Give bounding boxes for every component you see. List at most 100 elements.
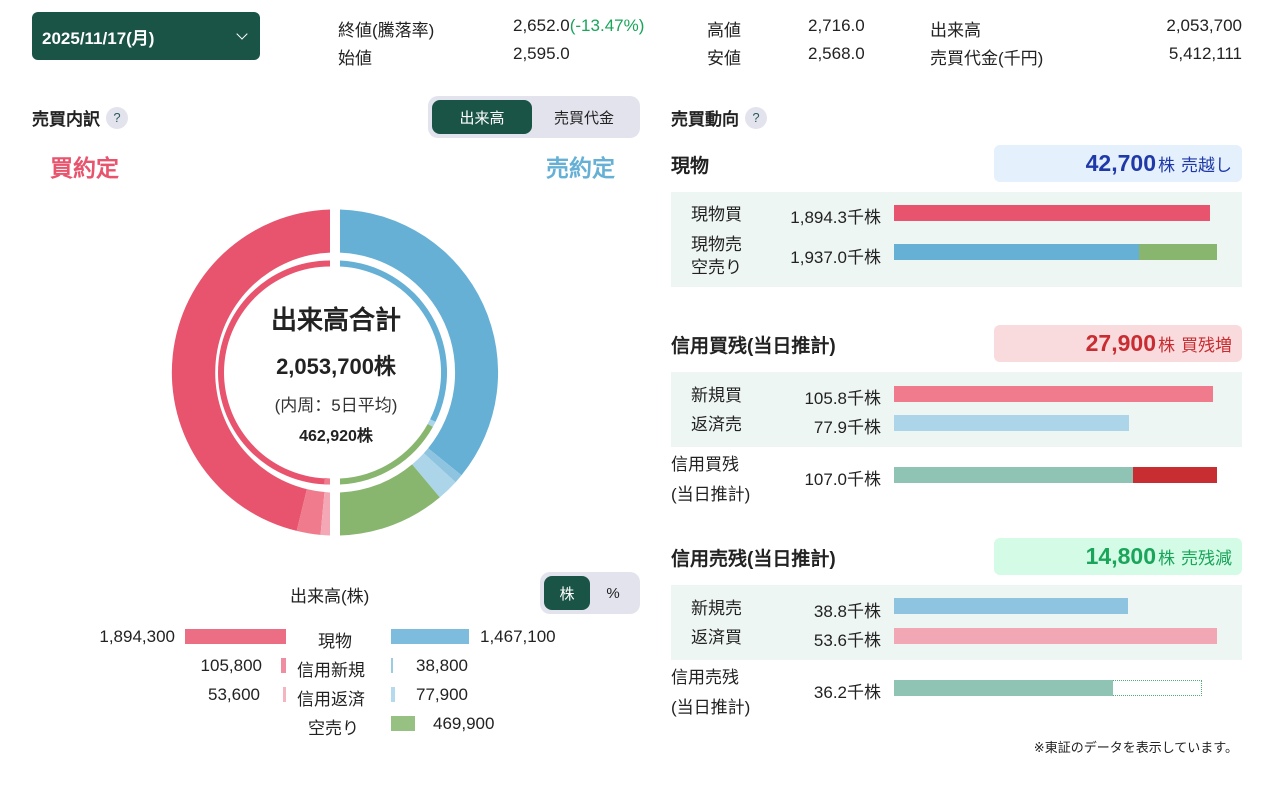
new-sell-value: 38.8千株 bbox=[813, 602, 881, 621]
margin-sell-panel bbox=[671, 585, 1242, 660]
volume-value: 2,053,700 bbox=[1166, 16, 1242, 35]
date-value: 2025/11/17(月) bbox=[42, 28, 155, 48]
spot-sell-value: 1,937.0千株 bbox=[790, 248, 881, 267]
legend-buy-value: 53,600 bbox=[208, 685, 260, 704]
sell-label: 売約定 bbox=[546, 155, 615, 181]
turnover-label: 売買代金(千円) bbox=[930, 49, 1044, 68]
margin-sell-balance-value: 36.2千株 bbox=[813, 683, 881, 702]
unit-percent[interactable]: % bbox=[606, 584, 620, 602]
spot-sell-label: 現物売 空売り bbox=[691, 233, 742, 279]
repay-sell-label: 返済売 bbox=[691, 415, 742, 434]
legend-label: 信用新規 bbox=[297, 661, 365, 680]
outer-buy-margin-repay bbox=[320, 492, 330, 536]
spot-buy-value: 1,894.3千株 bbox=[790, 208, 881, 227]
tab-volume[interactable]: 出来高 bbox=[432, 100, 532, 134]
spot-short-bar bbox=[1139, 244, 1217, 260]
repay-sell-bar bbox=[894, 415, 1129, 431]
open-value: 2,595.0 bbox=[513, 44, 570, 63]
new-buy-bar bbox=[894, 386, 1213, 402]
legend-buy-value: 1,894,300 bbox=[99, 627, 175, 646]
unit-toggle: 株 % bbox=[540, 572, 640, 614]
change-rate: (-13.47%) bbox=[569, 16, 645, 35]
outer-sell-spot bbox=[340, 209, 499, 476]
legend-label: 現物 bbox=[318, 632, 352, 651]
new-buy-label: 新規買 bbox=[691, 386, 742, 405]
high-label: 高値 bbox=[707, 21, 741, 40]
high-value: 2,716.0 bbox=[808, 16, 865, 35]
spot-sell-label-1: 現物売 bbox=[691, 235, 742, 254]
badge-number: 27,900 bbox=[1085, 330, 1156, 356]
legend-sell-bar bbox=[391, 629, 469, 644]
margin-buy-title: 信用買残(当日推計) bbox=[671, 336, 836, 357]
inner-sell bbox=[340, 260, 448, 422]
badge-number: 14,800 bbox=[1085, 543, 1156, 569]
repay-buy-bar bbox=[894, 628, 1217, 644]
volume-total: 2,053,700株 bbox=[276, 354, 396, 379]
spot-buy-label: 現物買 bbox=[691, 205, 742, 224]
legend-short-bar bbox=[391, 716, 415, 731]
low-value: 2,568.0 bbox=[808, 44, 865, 63]
margin-sell-title: 信用売残(当日推計) bbox=[671, 549, 836, 570]
close-label: 終値(騰落率) bbox=[338, 21, 435, 40]
unit-shares[interactable]: 株 bbox=[544, 576, 590, 610]
buy-label: 買約定 bbox=[50, 155, 119, 181]
badge-status: 売越し bbox=[1181, 156, 1232, 175]
help-icon[interactable]: ? bbox=[106, 106, 128, 129]
badge-unit: 株 bbox=[1158, 336, 1175, 355]
legend-sell-value: 1,467,100 bbox=[480, 627, 556, 646]
outer-buy-margin-new bbox=[296, 489, 325, 535]
inner-ring-note: (内周：5日平均) bbox=[274, 396, 398, 415]
legend-sell-value: 77,900 bbox=[416, 685, 468, 704]
outer-sell-margin-new bbox=[423, 448, 462, 483]
margin-sell-balance-label: 信用売残 (当日推計) bbox=[671, 663, 750, 723]
volume-donut-chart bbox=[171, 209, 499, 536]
repay-buy-label: 返済買 bbox=[691, 628, 742, 647]
spot-net-badge: 42,700 株売越し bbox=[994, 145, 1242, 182]
repay-buy-value: 53.6千株 bbox=[813, 631, 881, 650]
margin-buy-balance-bar bbox=[894, 467, 1133, 483]
legend-sell-bar bbox=[391, 658, 393, 673]
legend-label: 空売り bbox=[308, 719, 359, 738]
spot-sell-label-2: 空売り bbox=[691, 258, 742, 277]
data-source-note: ※東証のデータを表示しています。 bbox=[1033, 740, 1238, 755]
margin-buy-badge: 27,900 株買残増 bbox=[994, 325, 1242, 362]
five-day-average: 462,920株 bbox=[299, 428, 373, 445]
margin-buy-increase-bar bbox=[1133, 467, 1217, 483]
badge-unit: 株 bbox=[1158, 156, 1175, 175]
trend-title: 売買動向 ? bbox=[671, 105, 767, 130]
breakdown-title: 売買内訳 ? bbox=[32, 105, 128, 130]
legend-short-value: 469,900 bbox=[433, 714, 495, 733]
balance-label-2: (当日推計) bbox=[671, 698, 751, 717]
badge-unit: 株 bbox=[1158, 549, 1175, 568]
spot-buy-bar bbox=[894, 205, 1210, 221]
badge-status: 買残増 bbox=[1181, 336, 1232, 355]
close-value: 2,652.0(-13.47%) bbox=[513, 16, 644, 36]
date-select[interactable]: 2025/11/17(月) bbox=[32, 12, 260, 60]
legend-sell-value: 38,800 bbox=[416, 656, 468, 675]
badge-status: 売残減 bbox=[1181, 549, 1232, 568]
help-icon[interactable]: ? bbox=[745, 106, 767, 129]
balance-label-2: (当日推計) bbox=[671, 485, 751, 504]
breakdown-toggle: 出来高 売買代金 bbox=[428, 96, 640, 138]
balance-label-1: 信用買残 bbox=[671, 455, 739, 474]
margin-buy-panel bbox=[671, 372, 1242, 447]
margin-sell-balance-bar bbox=[894, 680, 1113, 696]
chevron-down-icon bbox=[236, 27, 248, 40]
legend-buy-value: 105,800 bbox=[200, 656, 262, 675]
outer-sell-margin-repay bbox=[412, 453, 456, 498]
outer-buy-spot bbox=[171, 209, 330, 531]
repay-sell-value: 77.9千株 bbox=[813, 418, 881, 437]
low-label: 安値 bbox=[707, 49, 741, 68]
new-sell-bar bbox=[894, 598, 1128, 614]
new-buy-value: 105.8千株 bbox=[804, 389, 881, 408]
margin-buy-balance-value: 107.0千株 bbox=[804, 470, 881, 489]
outer-sell-short bbox=[340, 464, 440, 536]
open-label: 始値 bbox=[338, 49, 372, 68]
turnover-value: 5,412,111 bbox=[1168, 44, 1242, 63]
legend-sell-bar bbox=[391, 687, 395, 702]
tab-turnover[interactable]: 売買代金 bbox=[553, 109, 614, 127]
close-price: 2,652.0 bbox=[513, 16, 570, 35]
legend-buy-bar bbox=[283, 687, 286, 702]
inner-short bbox=[340, 424, 433, 485]
legend-title: 出来高(株) bbox=[290, 587, 370, 606]
